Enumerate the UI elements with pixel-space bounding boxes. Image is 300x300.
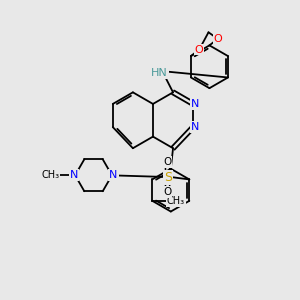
Text: O: O	[163, 187, 172, 197]
Text: O: O	[195, 44, 204, 55]
Text: N: N	[191, 99, 200, 109]
Text: HN: HN	[151, 68, 168, 78]
Text: CH₃: CH₃	[41, 170, 59, 180]
Text: S: S	[164, 170, 172, 184]
Text: O: O	[163, 157, 172, 167]
Text: N: N	[109, 170, 118, 180]
Text: CH₃: CH₃	[167, 196, 185, 206]
Text: N: N	[191, 122, 200, 132]
Text: N: N	[69, 170, 78, 180]
Text: O: O	[213, 34, 222, 44]
